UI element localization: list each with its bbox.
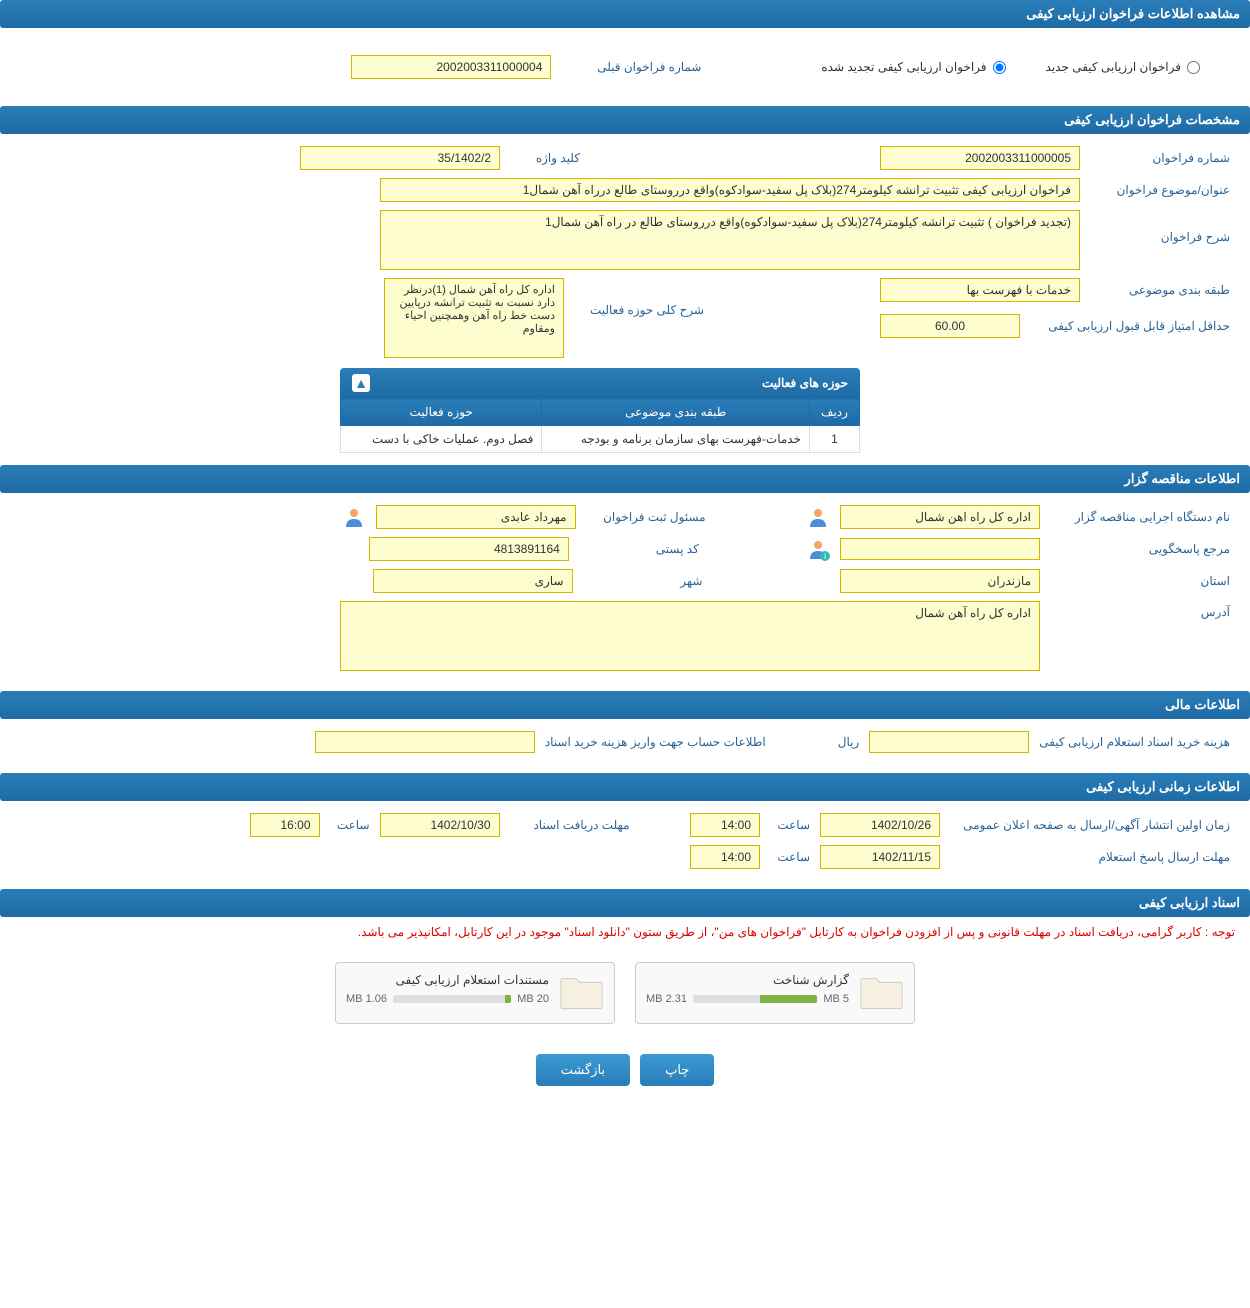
keyword-label: کلید واژه	[510, 151, 580, 165]
folder-icon	[859, 973, 904, 1013]
activity-table-title: حوزه های فعالیت	[762, 376, 848, 390]
subject-label: عنوان/موضوع فراخوان	[1090, 183, 1230, 197]
financial-section: هزینه خرید اسناد استعلام ارزیابی کیفی ری…	[0, 719, 1250, 773]
back-button[interactable]: بازگشت	[536, 1054, 630, 1086]
desc-label: شرح فراخوان	[1090, 210, 1230, 244]
doc-card-2[interactable]: مستندات استعلام ارزیابی کیفی 20 MB 1.06 …	[335, 962, 615, 1024]
row1-cat: خدمات-فهرست بهای سازمان برنامه و بودجه	[542, 426, 810, 453]
submit-date: 1402/11/15	[820, 845, 940, 869]
category-value: خدمات با فهرست بها	[880, 278, 1080, 302]
submit-time-label: ساعت	[770, 850, 810, 864]
col-category: طبقه بندی موضوعی	[542, 399, 810, 426]
person-icon	[806, 505, 830, 529]
col-row: ردیف	[810, 399, 860, 426]
call-no-value: 2002003311000005	[880, 146, 1080, 170]
documents-section: توجه : کاربر گرامی، دریافت اسناد در مهلت…	[0, 917, 1250, 1116]
responder-value	[840, 538, 1040, 560]
main-header: مشاهده اطلاعات فراخوان ارزیابی کیفی	[0, 0, 1250, 28]
doc-card-1[interactable]: گزارش شناخت 5 MB 2.31 MB	[635, 962, 915, 1024]
doc2-used: 1.06 MB	[346, 993, 387, 1005]
registrar-value: مهرداد عابدی	[376, 505, 576, 529]
keyword-value: 35/1402/2	[300, 146, 500, 170]
postal-value: 4813891164	[369, 537, 569, 561]
activity-desc-value: اداره کل راه آهن شمال (1)درنظر دارد نسبت…	[384, 278, 564, 358]
category-label: طبقه بندی موضوعی	[1090, 283, 1230, 297]
financial-header: اطلاعات مالی	[0, 691, 1250, 719]
spec-section: شماره فراخوان 2002003311000005 کلید واژه…	[0, 134, 1250, 465]
publish-label: زمان اولین انتشار آگهی/ارسال به صفحه اعل…	[950, 818, 1230, 832]
documents-header: اسناد ارزیابی کیفی	[0, 889, 1250, 917]
receive-time-label: ساعت	[330, 818, 370, 832]
print-button[interactable]: چاپ	[640, 1054, 714, 1086]
registrar-label: مسئول ثبت فراخوان	[586, 510, 706, 524]
folder-icon-2	[559, 973, 604, 1013]
postal-label: کد پستی	[579, 542, 699, 556]
subject-value: فراخوان ارزیابی کیفی تثبیت ترانشه کیلومت…	[380, 178, 1080, 202]
doc1-progress-fill	[760, 995, 817, 1003]
doc2-progress-fill	[505, 995, 511, 1003]
receive-time: 16:00	[250, 813, 320, 837]
col-activity: حوزه فعالیت	[341, 399, 542, 426]
city-value: ساری	[373, 569, 573, 593]
submit-time: 14:00	[690, 845, 760, 869]
publish-time-label: ساعت	[770, 818, 810, 832]
top-options-section: فراخوان ارزیابی کیفی جدید فراخوان ارزیاب…	[0, 28, 1250, 106]
person-icon-2	[342, 505, 366, 529]
org-label: نام دستگاه اجرایی مناقصه گزار	[1050, 510, 1230, 524]
submit-label: مهلت ارسال پاسخ استعلام	[950, 850, 1230, 864]
spec-header: مشخصات فراخوان ارزیابی کیفی	[0, 106, 1250, 134]
row1-num: 1	[810, 426, 860, 453]
person-info-icon: i	[806, 537, 830, 561]
activity-desc-label: شرح کلی حوزه فعالیت	[574, 278, 704, 317]
min-score-label: حداقل امتیاز قابل قبول ارزیابی کیفی	[1030, 319, 1230, 333]
publish-time: 14:00	[690, 813, 760, 837]
table-row: 1 خدمات-فهرست بهای سازمان برنامه و بودجه…	[341, 426, 860, 453]
tenderer-section: نام دستگاه اجرایی مناقصه گزار اداره کل ر…	[0, 493, 1250, 691]
receive-date: 1402/10/30	[380, 813, 500, 837]
org-value: اداره کل راه اهن شمال	[840, 505, 1040, 529]
radio-renew-label: فراخوان ارزیابی کیفی تجدید شده	[821, 60, 986, 74]
cost-label: هزینه خرید اسناد استعلام ارزیابی کیفی	[1039, 735, 1230, 749]
radio-renew[interactable]	[993, 61, 1006, 74]
doc2-progress	[393, 995, 511, 1003]
doc1-progress	[693, 995, 817, 1003]
doc1-used: 2.31 MB	[646, 993, 687, 1005]
tenderer-header: اطلاعات مناقصه گزار	[0, 465, 1250, 493]
cost-value	[869, 731, 1029, 753]
cost-unit: ریال	[838, 735, 860, 749]
radio-renew-group[interactable]: فراخوان ارزیابی کیفی تجدید شده	[821, 60, 1005, 74]
radio-new[interactable]	[1187, 61, 1200, 74]
activity-table-header: حوزه های فعالیت ▲	[340, 368, 860, 398]
collapse-icon[interactable]: ▲	[352, 374, 370, 392]
doc2-title: مستندات استعلام ارزیابی کیفی	[346, 973, 549, 987]
call-no-label: شماره فراخوان	[1090, 151, 1230, 165]
receive-label: مهلت دریافت اسناد	[510, 818, 630, 832]
notice-text: توجه : کاربر گرامی، دریافت اسناد در مهلت…	[0, 917, 1250, 947]
city-label: شهر	[583, 574, 703, 588]
activity-table: ردیف طبقه بندی موضوعی حوزه فعالیت 1 خدما…	[340, 398, 860, 453]
publish-date: 1402/10/26	[820, 813, 940, 837]
radio-new-group[interactable]: فراخوان ارزیابی کیفی جدید	[1046, 60, 1200, 74]
doc1-total: 5 MB	[823, 993, 849, 1005]
address-value: اداره کل راه آهن شمال	[340, 601, 1040, 671]
radio-new-label: فراخوان ارزیابی کیفی جدید	[1046, 60, 1181, 74]
address-label: آدرس	[1050, 601, 1230, 619]
timing-header: اطلاعات زمانی ارزیابی کیفی	[0, 773, 1250, 801]
province-label: استان	[1050, 574, 1230, 588]
desc-value: (تجدید فراخوان ) تثبیت ترانشه کیلومتر274…	[380, 210, 1080, 270]
timing-section: زمان اولین انتشار آگهی/ارسال به صفحه اعل…	[0, 801, 1250, 889]
account-value	[315, 731, 535, 753]
min-score-value: 60.00	[880, 314, 1020, 338]
prev-call-value: 2002003311000004	[351, 55, 551, 79]
doc2-total: 20 MB	[517, 993, 549, 1005]
svg-text:i: i	[824, 552, 826, 561]
row1-act: فصل دوم. عملیات خاکی با دست	[341, 426, 542, 453]
account-label: اطلاعات حساب جهت واریز هزینه خرید اسناد	[545, 735, 766, 749]
province-value: مازندران	[840, 569, 1040, 593]
responder-label: مرجع پاسخگویی	[1050, 542, 1230, 556]
doc1-title: گزارش شناخت	[646, 973, 849, 987]
prev-call-label: شماره فراخوان قبلی	[561, 60, 701, 74]
